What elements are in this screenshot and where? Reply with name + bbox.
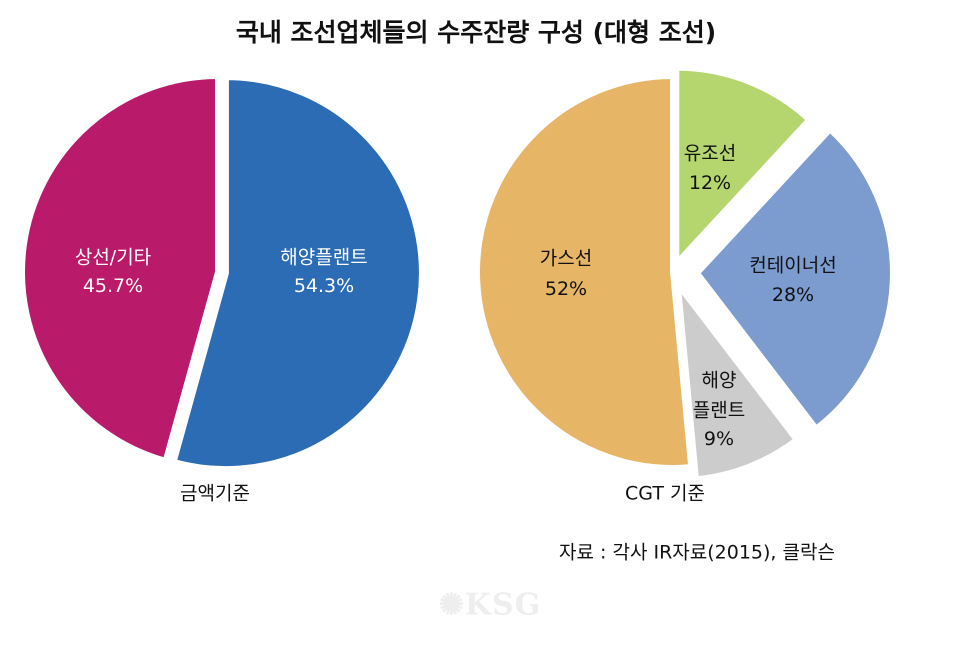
slice-label-tanker: 유조선	[683, 142, 737, 165]
slice-label-merchant: 상선/기타	[74, 246, 152, 269]
pie-slice	[693, 126, 896, 432]
slice-value-container: 28%	[771, 284, 815, 306]
slice-value-merchant: 45.7%	[82, 275, 144, 297]
caption-cgt: CGT 기준	[625, 482, 705, 505]
slice-value-offshore: 54.3%	[293, 275, 355, 297]
chart-title: 국내 조선업체들의 수주잔량 구성 (대형 조선)	[235, 18, 717, 47]
pie-slice	[170, 74, 425, 473]
pie-slice	[673, 64, 813, 267]
pie-slice	[674, 281, 800, 483]
slice-label-offshore-2: 플랜트	[692, 399, 746, 422]
slice-value-tanker: 12%	[688, 172, 732, 194]
caption-amount: 금액기준	[180, 482, 250, 505]
slice-label-gas: 가스선	[539, 247, 593, 270]
watermark-logo: ✺KSG	[438, 587, 542, 623]
slice-label-offshore: 해양플랜트	[280, 246, 368, 269]
source-note: 자료 : 각사 IR자료(2015), 클락슨	[559, 541, 835, 564]
slice-label-container: 컨테이너선	[749, 254, 837, 277]
slice-value-offshore-cgt: 9%	[703, 428, 735, 450]
pie-slice	[19, 73, 221, 464]
slice-value-gas: 52%	[544, 278, 588, 300]
slice-label-offshore-1: 해양	[701, 369, 737, 392]
pie-slice	[474, 73, 695, 471]
